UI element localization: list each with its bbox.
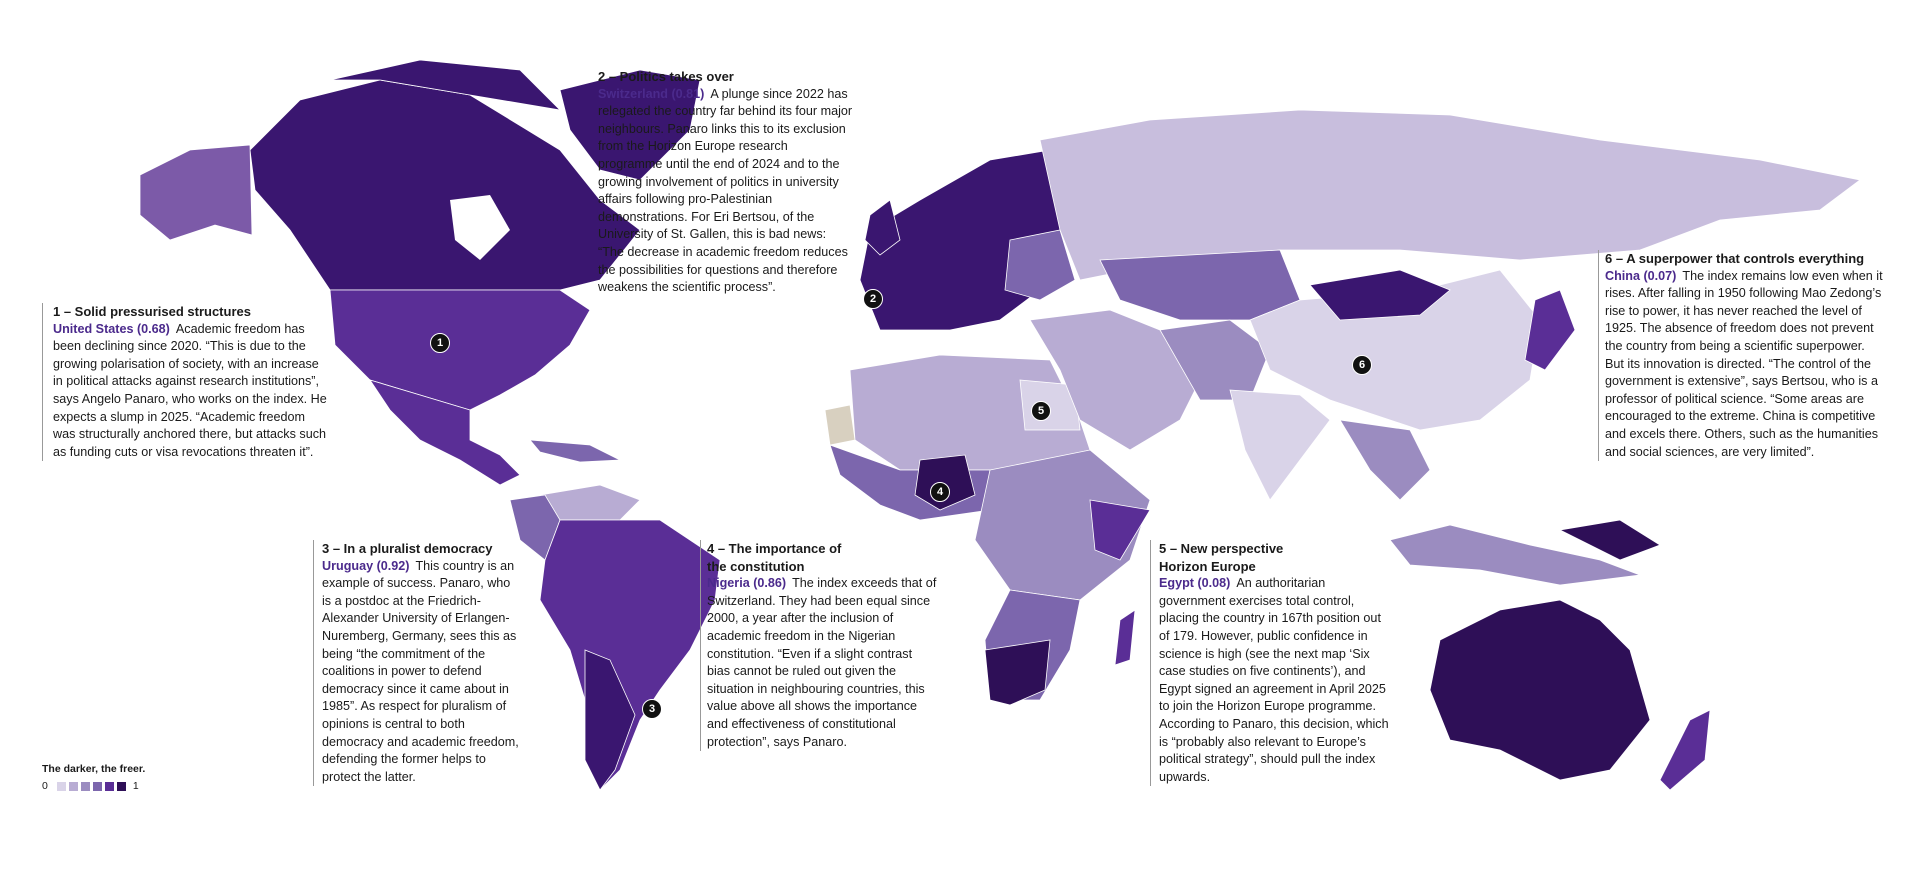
- legend-swatch: [68, 781, 78, 791]
- region-papua: [1558, 519, 1661, 561]
- legend-swatch: [56, 781, 66, 791]
- story-heading: 6 – A superpower that controls everythin…: [1605, 251, 1865, 266]
- legend-swatch: [92, 781, 102, 791]
- story-heading: 5 – New perspective Horizon Europe: [1159, 541, 1284, 574]
- story-text: The index exceeds that of Switzerland. T…: [707, 576, 937, 749]
- story-country: Egypt (0.08): [1159, 576, 1231, 591]
- region-central-asia: [1099, 249, 1301, 321]
- story-5: 5 – New perspective Horizon Europe Egypt…: [1150, 540, 1389, 787]
- legend-swatch: [116, 781, 126, 791]
- story-heading: 2 – Politics takes over: [598, 69, 734, 84]
- story-text: The index remains low even when it rises…: [1605, 268, 1883, 459]
- story-country: United States (0.68): [53, 321, 170, 336]
- region-alaska: [139, 144, 253, 241]
- region-australia: [1429, 599, 1651, 781]
- region-arctic-islands: [329, 59, 562, 111]
- region-central-africa: [974, 449, 1151, 601]
- story-country: Uruguay (0.92): [322, 558, 410, 573]
- story-3: 3 – In a pluralist democracy Uruguay (0.…: [313, 540, 522, 787]
- story-2: 2 – Politics takes over Switzerland (0.8…: [598, 68, 853, 297]
- legend-title: The darker, the freer.: [42, 763, 146, 775]
- legend-max-label: 1: [132, 780, 139, 792]
- legend-swatch: [80, 781, 90, 791]
- region-eastern-europe: [1004, 229, 1076, 301]
- region-uk: [864, 199, 901, 256]
- marker-3[interactable]: 3: [642, 699, 662, 719]
- story-text: An authoritarian government exercises to…: [1159, 576, 1389, 784]
- region-greenland: [559, 69, 701, 181]
- story-text: Academic freedom has been declining sinc…: [53, 321, 327, 459]
- region-east-africa: [1089, 499, 1151, 561]
- marker-5[interactable]: 5: [1031, 401, 1051, 421]
- region-new-zealand: [1659, 709, 1711, 791]
- region-turkey-middle-east: [1029, 309, 1201, 451]
- region-usa: [329, 289, 591, 411]
- marker-2[interactable]: 2: [863, 289, 883, 309]
- legend-swatch: [104, 781, 114, 791]
- story-1: 1 – Solid pressurised structures United …: [42, 303, 328, 462]
- region-india: [1229, 389, 1331, 501]
- region-japan-korea: [1524, 289, 1576, 371]
- story-text: This country is an example of success. P…: [322, 558, 519, 784]
- region-caribbean: [529, 439, 622, 463]
- story-6: 6 – A superpower that controls everythin…: [1598, 250, 1883, 462]
- region-south-america: [539, 519, 721, 791]
- story-country: China (0.07): [1605, 268, 1677, 283]
- marker-6[interactable]: 6: [1352, 355, 1372, 375]
- legend: The darker, the freer. 0 1: [42, 763, 145, 792]
- story-text: A plunge since 2022 has relegated the co…: [598, 86, 853, 295]
- region-madagascar: [1114, 609, 1136, 666]
- region-chile-argentina: [584, 649, 636, 791]
- region-south-africa: [984, 639, 1051, 706]
- region-mexico: [369, 379, 521, 486]
- legend-min-label: 0: [42, 780, 48, 792]
- region-western-sahara: [824, 404, 856, 446]
- region-iran-pakistan: [1159, 319, 1271, 401]
- region-indonesia: [1389, 524, 1641, 586]
- region-southeast-asia: [1339, 419, 1431, 501]
- story-country: Switzerland (0.81): [598, 86, 705, 101]
- story-heading: 3 – In a pluralist democracy: [322, 541, 493, 556]
- region-mongolia: [1309, 269, 1451, 321]
- story-country: Nigeria (0.86): [707, 576, 787, 591]
- story-heading: 4 – The importance of the constitution: [707, 541, 842, 574]
- story-heading: 1 – Solid pressurised structures: [53, 304, 251, 319]
- marker-1[interactable]: 1: [430, 333, 450, 353]
- marker-4[interactable]: 4: [930, 482, 950, 502]
- region-hudson-bay: [450, 195, 510, 260]
- story-4: 4 – The importance of the constitution N…: [700, 540, 937, 752]
